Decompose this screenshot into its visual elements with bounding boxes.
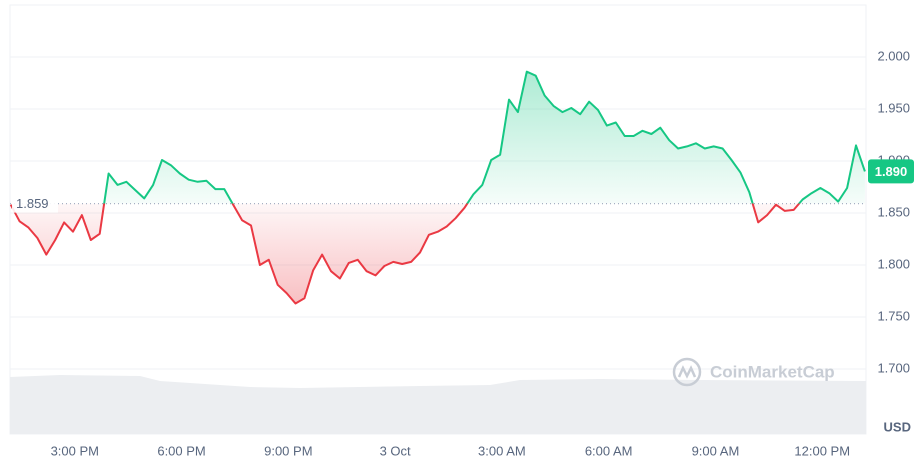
x-tick-label: 12:00 PM xyxy=(794,443,850,458)
watermark-logo-mark xyxy=(677,365,697,379)
x-tick-label: 3:00 AM xyxy=(478,443,526,458)
y-tick-label: 1.950 xyxy=(877,100,910,115)
last-price-label: 1.890 xyxy=(875,164,908,179)
x-tick-label: 3 Oct xyxy=(380,443,411,458)
price-line xyxy=(9,70,866,305)
watermark-text: CoinMarketCap xyxy=(710,362,835,381)
y-tick-label: 1.700 xyxy=(877,360,910,375)
x-tick-label: 6:00 PM xyxy=(157,443,205,458)
watermark-logo xyxy=(672,357,702,387)
baseline-label-bg xyxy=(12,194,58,213)
last-price-badge xyxy=(868,159,914,184)
price-area xyxy=(10,71,865,304)
watermark: CoinMarketCap xyxy=(672,357,835,387)
y-tick-label: 2.000 xyxy=(877,48,910,63)
volume-area xyxy=(10,375,866,434)
y-tick-label: 1.800 xyxy=(877,256,910,271)
x-tick-label: 9:00 PM xyxy=(264,443,312,458)
y-tick-label: 1.750 xyxy=(877,308,910,323)
x-tick-label: 3:00 PM xyxy=(51,443,99,458)
x-tick-label: 6:00 AM xyxy=(585,443,633,458)
baseline-label: 1.859 xyxy=(16,196,49,211)
y-tick-label: 1.850 xyxy=(877,204,910,219)
y-unit: USD xyxy=(884,419,911,434)
x-tick-label: 9:00 AM xyxy=(692,443,740,458)
